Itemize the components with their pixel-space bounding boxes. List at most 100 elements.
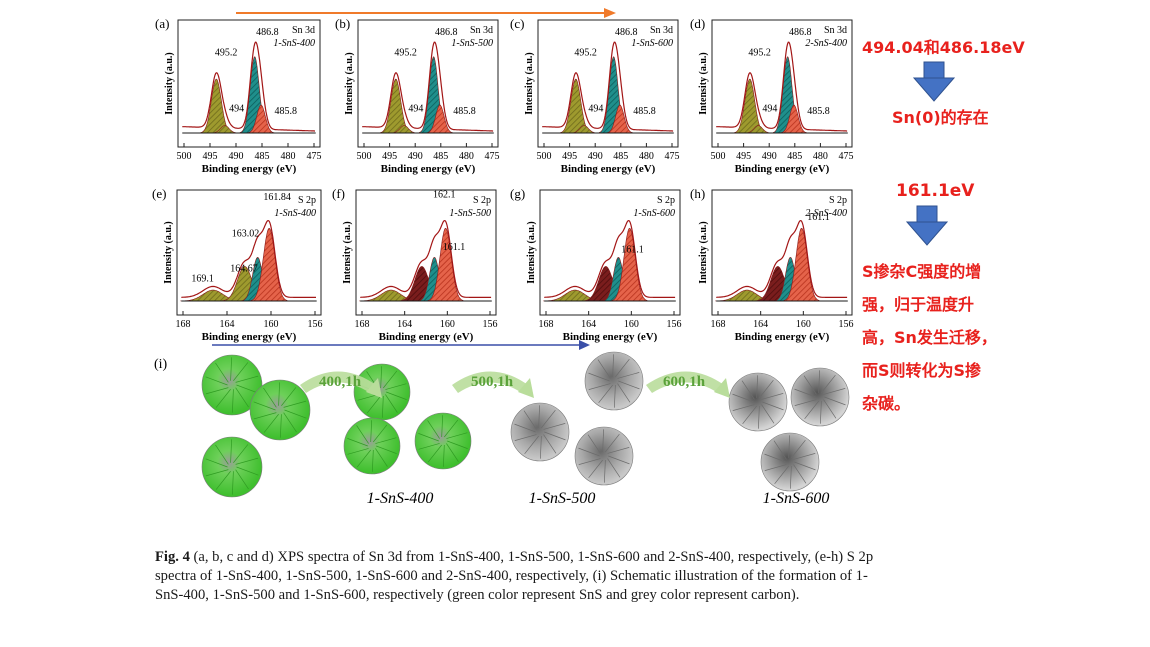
peak-label: 161.1 xyxy=(807,212,830,223)
x-tick-label: 490 xyxy=(229,151,244,162)
core-level-label: S 2p xyxy=(829,195,847,206)
core-level-label: Sn 3d xyxy=(292,25,315,36)
core-level-label: Sn 3d xyxy=(824,25,847,36)
fitted-peak xyxy=(200,78,234,134)
orange-arrow-head xyxy=(604,8,616,18)
fitted-peak xyxy=(559,78,593,134)
y-axis-label: Intensity (a.u.) xyxy=(342,221,353,284)
annotation-line-5: 杂碳。 xyxy=(862,394,910,413)
xps-panel-a: (a) Sn 3d 1-SnS-400 Intensity (a.u.) 500 495 4… xyxy=(155,16,322,175)
core-level-label: S 2p xyxy=(473,195,491,206)
y-axis-label: Intensity (a.u.) xyxy=(698,52,709,115)
peak-label: 169.1 xyxy=(191,273,214,284)
xps-panel-b: (b) Sn 3d 1-SnS-500 Intensity (a.u.) 500 495 4… xyxy=(335,16,500,175)
microsphere xyxy=(728,372,788,432)
x-tick-label: 475 xyxy=(665,151,680,162)
x-tick-label: 480 xyxy=(813,151,828,162)
peak-label: 486.8 xyxy=(789,27,812,38)
fitted-peak xyxy=(780,104,809,134)
xps-panel-c: (c) Sn 3d 1-SnS-600 Intensity (a.u.) 500 495 4… xyxy=(510,16,680,175)
x-tick-label: 156 xyxy=(308,319,323,330)
sample-label: 1-SnS-500 xyxy=(449,208,491,219)
annotation-sn0: Sn(0)的存在 xyxy=(892,108,989,127)
panel-letter: (h) xyxy=(690,186,705,201)
peak-label: 486.8 xyxy=(435,27,458,38)
microsphere xyxy=(584,351,644,411)
x-tick-label: 160 xyxy=(264,319,279,330)
fitted-peak xyxy=(744,125,772,134)
blue-arrow-head xyxy=(579,340,590,350)
fitted-peak xyxy=(427,227,465,302)
xps-panels: (a) Sn 3d 1-SnS-400 Intensity (a.u.) 500 495 4… xyxy=(152,16,854,343)
peak-label: 161.1 xyxy=(621,245,644,256)
annotation-line-4: 而S则转化为S掺 xyxy=(862,361,981,380)
microsphere xyxy=(201,436,263,498)
x-tick-label: 480 xyxy=(459,151,474,162)
x-tick-label: 160 xyxy=(624,319,639,330)
x-tick-label: 475 xyxy=(485,151,500,162)
fitted-peak xyxy=(783,227,821,302)
panel-letter: (c) xyxy=(510,16,524,31)
x-tick-label: 168 xyxy=(355,319,370,330)
peak-label: 164.67 xyxy=(230,263,258,274)
core-level-label: Sn 3d xyxy=(650,25,673,36)
peak-label: 485.8 xyxy=(453,106,476,117)
x-axis-label: Binding energy (eV) xyxy=(202,163,297,175)
x-axis-label: Binding energy (eV) xyxy=(379,331,474,343)
annotation-line-3: 高，Sn发生迁移， xyxy=(862,328,997,347)
envelope-curve xyxy=(360,219,492,298)
x-tick-label: 164 xyxy=(397,319,412,330)
x-tick-label: 490 xyxy=(762,151,777,162)
x-tick-label: 485 xyxy=(255,151,270,162)
step-arrow-3 xyxy=(646,371,730,398)
fitted-peak xyxy=(250,227,289,302)
envelope-curve xyxy=(544,219,676,298)
y-axis-label: Intensity (a.u.) xyxy=(344,52,355,115)
x-axis-label: Binding energy (eV) xyxy=(202,331,297,343)
xps-panel-h: (h) S 2p 2-SnS-400 Intensity (a.u.) 168 164 16… xyxy=(690,186,854,343)
caption-lead: Fig. 4 xyxy=(155,549,190,565)
envelope-curve xyxy=(716,41,848,132)
x-tick-label: 156 xyxy=(839,319,854,330)
microsphere xyxy=(353,363,411,421)
annotation-161: 161.1eV xyxy=(896,181,975,201)
step-arrow-1 xyxy=(300,371,382,398)
peak-label: 495.2 xyxy=(748,48,771,59)
fitted-peak xyxy=(379,78,413,134)
peak-label: 161.1 xyxy=(443,242,466,253)
sample-label: 1-SnS-600 xyxy=(633,208,675,219)
envelope-curve xyxy=(181,219,316,298)
microsphere xyxy=(574,426,634,486)
peak-label: 485.8 xyxy=(807,106,830,117)
microsphere xyxy=(510,402,570,462)
x-tick-label: 164 xyxy=(581,319,596,330)
sample-label: 2-SnS-400 xyxy=(805,38,847,49)
step-arrow-2 xyxy=(452,371,534,398)
x-tick-label: 500 xyxy=(711,151,726,162)
x-tick-label: 160 xyxy=(440,319,455,330)
xps-panel-g: (g) S 2p 1-SnS-600 Intensity (a.u.) 168 164 16… xyxy=(510,186,682,343)
sample-label-2: 1-SnS-500 xyxy=(529,490,596,507)
microsphere xyxy=(790,367,850,427)
x-tick-label: 495 xyxy=(562,151,577,162)
envelope-curve xyxy=(542,41,674,132)
fitted-peak xyxy=(611,227,649,302)
x-tick-label: 164 xyxy=(220,319,235,330)
sample-label: 1-SnS-600 xyxy=(631,38,673,49)
x-tick-label: 160 xyxy=(796,319,811,330)
x-tick-label: 480 xyxy=(639,151,654,162)
envelope-curve xyxy=(716,219,848,298)
x-tick-label: 500 xyxy=(537,151,552,162)
peak-label: 162.1 xyxy=(433,190,456,201)
annotation-line-2: 强，归于温度升 xyxy=(862,295,974,314)
x-tick-label: 495 xyxy=(382,151,397,162)
x-tick-label: 156 xyxy=(667,319,682,330)
x-tick-label: 485 xyxy=(433,151,448,162)
panel-letter: (a) xyxy=(155,16,169,31)
x-tick-label: 495 xyxy=(203,151,218,162)
sample-label: 1-SnS-400 xyxy=(274,208,316,219)
panel-letter: (f) xyxy=(332,186,345,201)
x-axis-label: Binding energy (eV) xyxy=(735,331,830,343)
down-arrow-icon xyxy=(905,205,949,246)
fitted-peak xyxy=(570,125,598,134)
